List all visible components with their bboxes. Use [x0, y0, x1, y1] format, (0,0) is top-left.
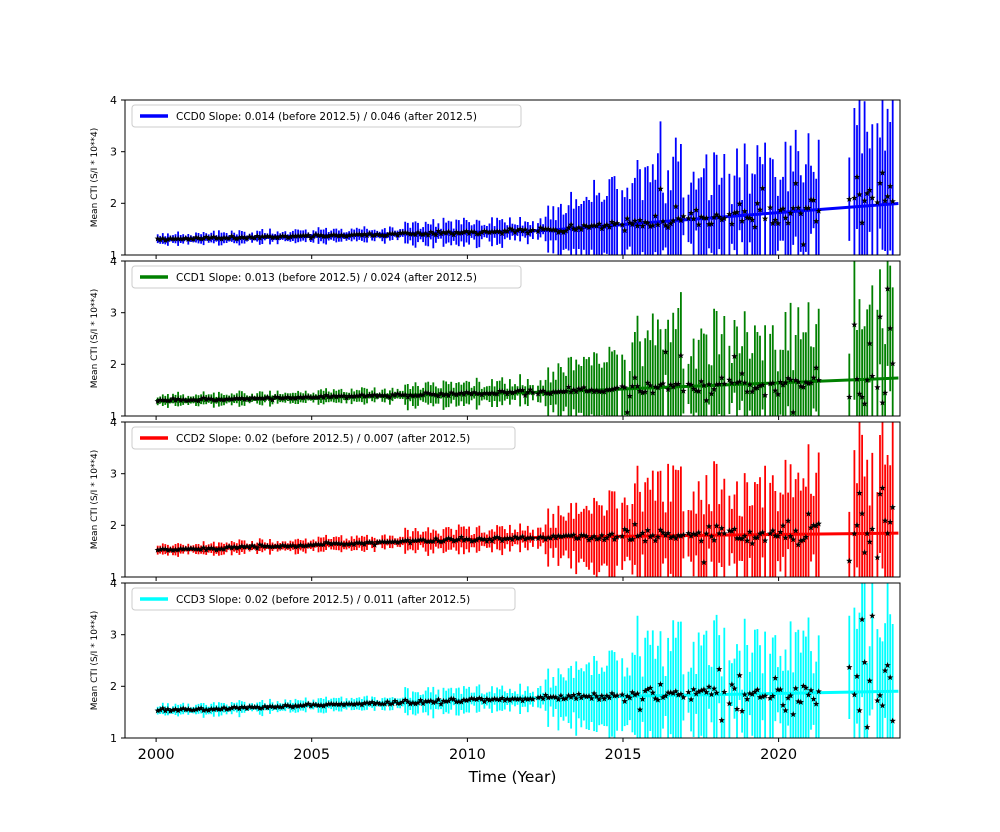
ccd2-axes-frame [124, 421, 901, 578]
y-tick-label: 2 [110, 358, 117, 371]
y-tick-label: 2 [110, 680, 117, 693]
legend-label: CCD2 Slope: 0.02 (before 2012.5) / 0.007… [176, 433, 470, 445]
panel-ccd2: 1 2 3 4 Mean CTI (S/I * 10**4) CCD2 Slope: 0.… [90, 416, 901, 584]
ccd2-x-ticks [155, 577, 780, 581]
y-tick-label: 4 [110, 255, 117, 268]
ccd3-legend: CCD3 Slope: 0.02 (before 2012.5) / 0.011… [131, 587, 516, 611]
y-tick-label: 4 [110, 416, 117, 429]
y-tick-label: 1 [110, 571, 117, 584]
ccd0-x-ticks [155, 255, 780, 259]
panel-ccd1: 1 2 3 4 Mean CTI (S/I * 10**4) CCD1 Slope: 0.… [90, 255, 901, 423]
y-axis-title: Mean CTI (S/I * 10**4) [90, 450, 100, 550]
x-tick-label: 2015 [605, 747, 642, 763]
y-tick-label: 3 [110, 307, 117, 320]
ccd1-x-ticks [155, 416, 780, 420]
x-tick-label: 2005 [293, 747, 330, 763]
y-tick-label: 4 [110, 94, 117, 107]
y-tick-label: 3 [110, 629, 117, 642]
y-tick-label: 4 [110, 577, 117, 590]
ccd2-y-axis [121, 421, 125, 578]
ccd1-y-axis [121, 260, 125, 417]
ccd0-y-axis [121, 99, 125, 256]
legend-label: CCD0 Slope: 0.014 (before 2012.5) / 0.04… [176, 111, 477, 123]
y-tick-label: 1 [110, 732, 117, 745]
ccd0-legend: CCD0 Slope: 0.014 (before 2012.5) / 0.04… [131, 104, 522, 128]
y-tick-label: 2 [110, 519, 117, 532]
x-tick-label: 2020 [760, 747, 797, 763]
ccd3-axes-frame [124, 582, 901, 739]
ccd1-axes-frame [124, 260, 901, 417]
legend-label: CCD1 Slope: 0.013 (before 2012.5) / 0.02… [176, 272, 477, 284]
y-axis-title: Mean CTI (S/I * 10**4) [90, 128, 100, 228]
legend-label: CCD3 Slope: 0.02 (before 2012.5) / 0.011… [176, 594, 470, 606]
y-tick-label: 3 [110, 468, 117, 481]
y-tick-label: 3 [110, 146, 117, 159]
ccd0-axes-frame [124, 99, 901, 256]
ccd3-x-ticks [155, 738, 780, 742]
panel-ccd3: 1 2 3 4 Mean CTI (S/I * 10**4) CCD3 Slope: 0.… [90, 577, 901, 745]
ccd1-legend: CCD1 Slope: 0.013 (before 2012.5) / 0.02… [131, 265, 522, 289]
x-tick-label: 2000 [138, 747, 175, 763]
panel-ccd0: 1 2 3 4 Mean CTI (S/I * 10**4) CCD0 Slope: 0.… [90, 94, 901, 262]
x-axis-title: Time (Year) [468, 768, 557, 786]
y-axis-title: Mean CTI (S/I * 10**4) [90, 611, 100, 711]
y-axis-title: Mean CTI (S/I * 10**4) [90, 289, 100, 389]
y-tick-label: 1 [110, 249, 117, 262]
ccd2-legend: CCD2 Slope: 0.02 (before 2012.5) / 0.007… [131, 426, 516, 450]
y-tick-label: 1 [110, 410, 117, 423]
x-tick-label: 2010 [449, 747, 486, 763]
y-tick-label: 2 [110, 197, 117, 210]
ccd3-y-axis [121, 582, 125, 739]
